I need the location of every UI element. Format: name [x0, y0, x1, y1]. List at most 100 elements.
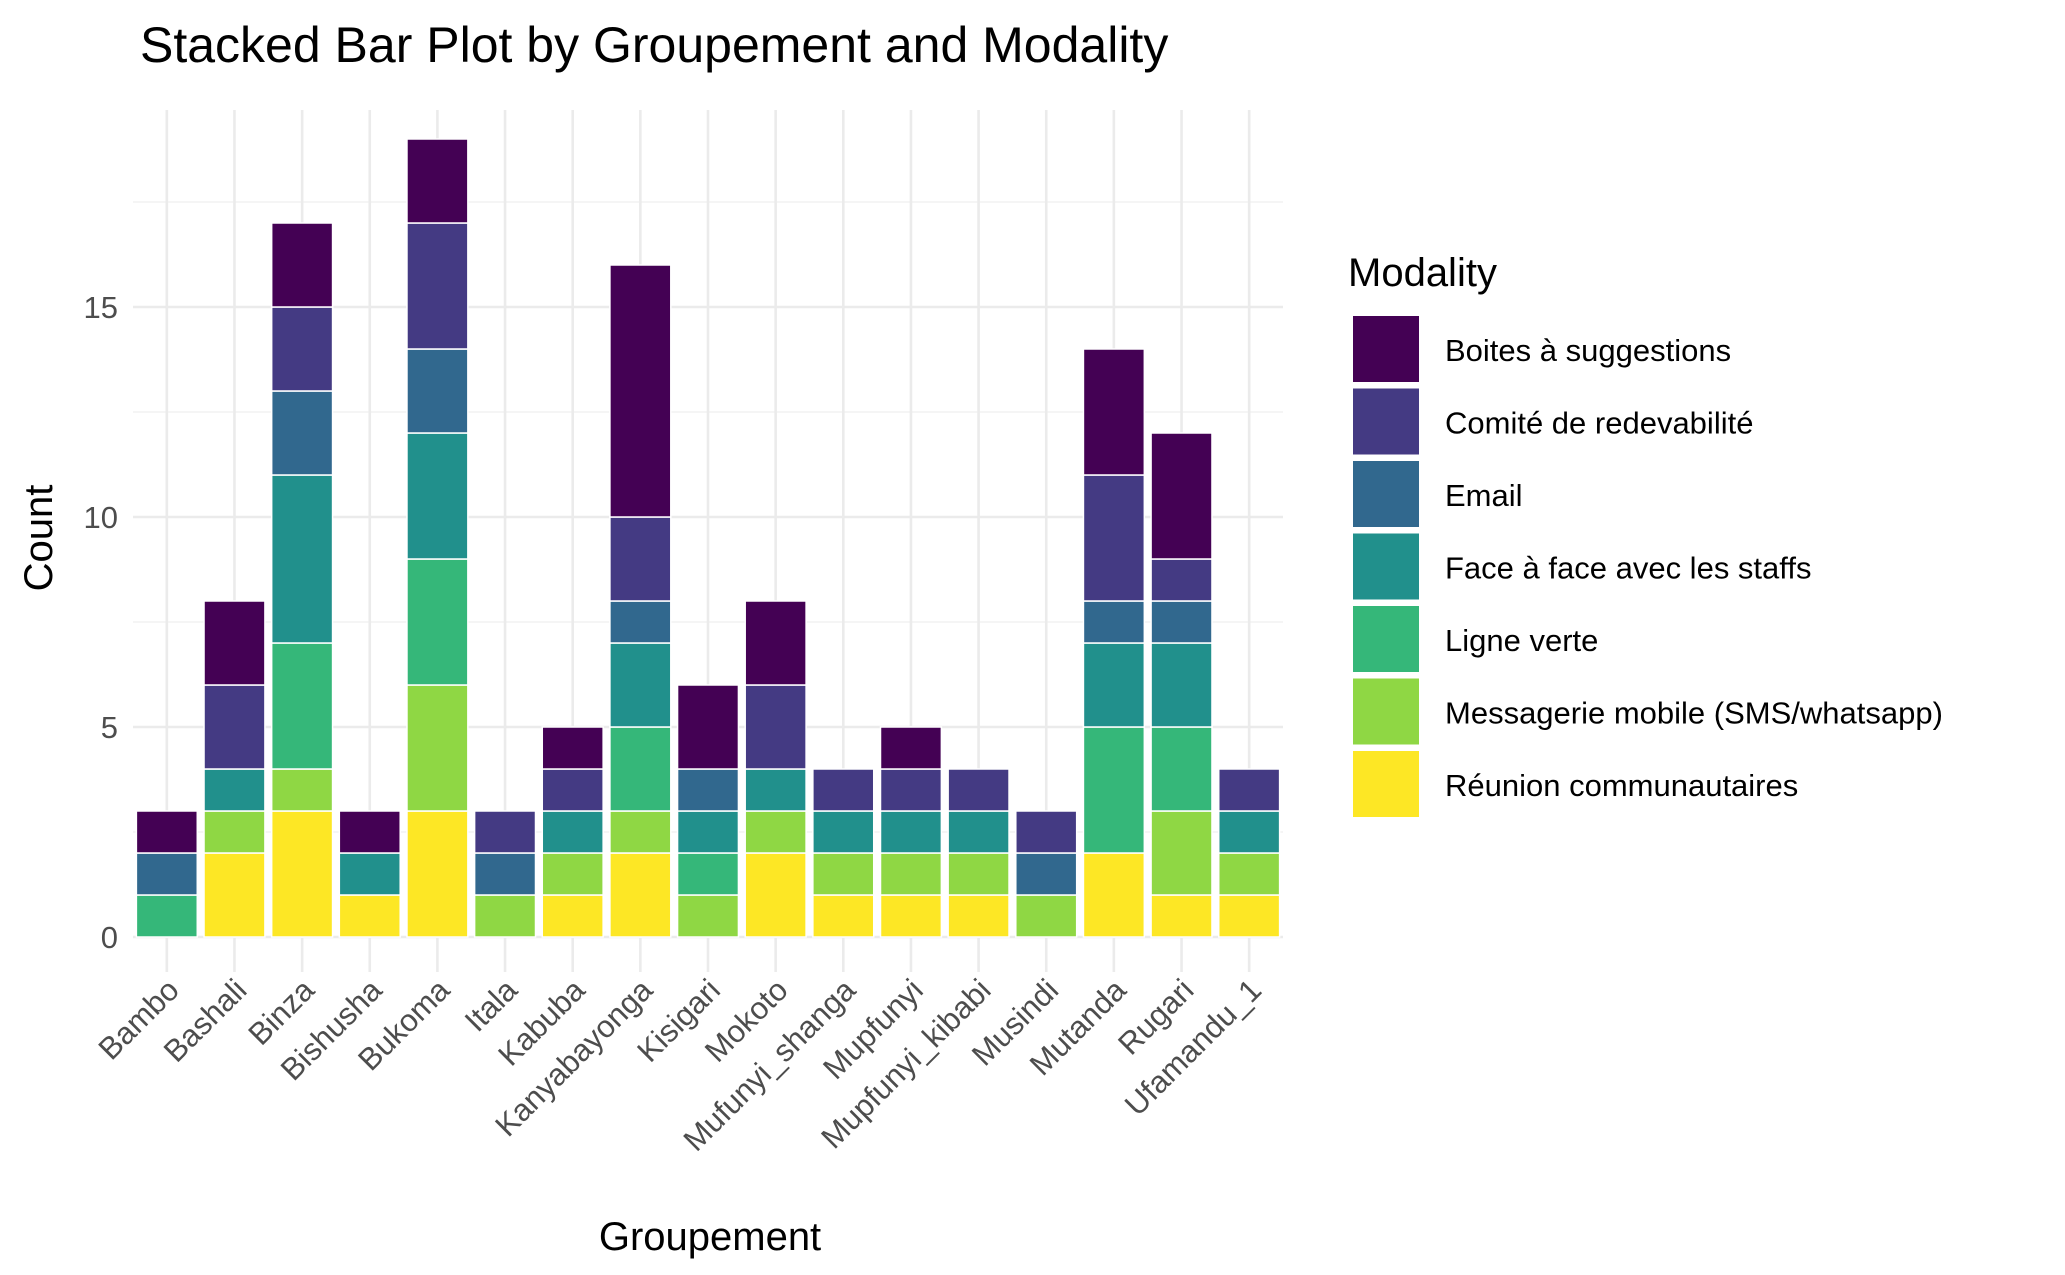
bar-segment [676, 684, 740, 770]
bar-segment [203, 768, 266, 812]
bar-segment [270, 768, 334, 812]
legend-key [1353, 751, 1419, 817]
bar-segment [270, 474, 334, 644]
legend-label: Ligne verte [1445, 623, 1598, 658]
bar-segment [541, 768, 604, 812]
bar-segment [947, 852, 1010, 896]
legend-key [1353, 461, 1419, 527]
bar-segment [135, 894, 199, 938]
legend-title: Modality [1348, 251, 1497, 295]
x-axis-title: Groupement [599, 1215, 821, 1259]
bar-segment [1217, 768, 1281, 812]
bar-segment [879, 852, 943, 896]
bar-segment [270, 306, 334, 392]
legend-key [1353, 533, 1419, 600]
bar-segment [270, 222, 334, 308]
bar-segment [744, 852, 807, 938]
bar-segment [1082, 642, 1146, 728]
bar-segment [541, 726, 604, 770]
bar-segment [676, 852, 740, 896]
bar-segment [406, 810, 469, 938]
bar-segment [879, 894, 943, 938]
bar-segment [541, 810, 604, 854]
legend-label: Réunion communautaires [1445, 768, 1798, 803]
legend-key [1353, 606, 1419, 672]
legend-label: Boites à suggestions [1445, 333, 1731, 368]
bar-segment [1150, 810, 1213, 896]
legend-key [1353, 316, 1419, 382]
legend-label: Comité de redevabilité [1445, 406, 1753, 441]
bar-segment [744, 768, 807, 812]
bar-segment [1150, 558, 1213, 602]
bar-segment [406, 684, 469, 812]
y-axis-title: Count [17, 485, 61, 592]
bar-segment [1217, 852, 1281, 896]
bar-segment [947, 810, 1010, 854]
bar-segment [609, 264, 672, 518]
bar-segment [1150, 894, 1213, 938]
bar-segment [947, 768, 1010, 812]
chart-title: Stacked Bar Plot by Groupement and Modal… [140, 17, 1168, 73]
y-tick-label: 0 [101, 920, 118, 955]
bar-segment [1082, 726, 1146, 854]
bar-segment [203, 852, 266, 938]
bar-segment [1082, 474, 1146, 602]
bar-segment [879, 768, 943, 812]
bar-segment [1015, 852, 1078, 896]
bar-segment [1150, 642, 1213, 728]
bar-segment [609, 810, 672, 854]
bar-segment [203, 600, 266, 686]
bar-segment [473, 852, 537, 896]
bar-segment [270, 642, 334, 770]
bar-segment [1217, 810, 1281, 854]
bar-segment [203, 810, 266, 854]
bar-segment [135, 810, 199, 854]
bar-segment [609, 516, 672, 602]
bar-segment [812, 768, 875, 812]
bar-segment [609, 642, 672, 728]
bar-segment [1150, 600, 1213, 644]
legend-label: Face à face avec les staffs [1445, 551, 1811, 586]
legend-key [1353, 388, 1419, 455]
bar-segment [1082, 348, 1146, 476]
bar-segment [338, 810, 401, 854]
y-tick-label: 10 [84, 500, 118, 535]
y-tick-label: 5 [101, 710, 118, 745]
bar-segment [744, 684, 807, 770]
bar-segment [744, 600, 807, 686]
legend-key [1353, 678, 1419, 745]
bar-segment [609, 852, 672, 938]
bars [135, 138, 1281, 938]
bar-segment [338, 894, 401, 938]
bar-segment [1217, 894, 1281, 938]
bar-segment [676, 810, 740, 854]
bar-segment [879, 726, 943, 770]
legend-label: Messagerie mobile (SMS/whatsapp) [1445, 696, 1943, 731]
bar-segment [406, 348, 469, 434]
legend: Modality Boites à suggestions Comité de r… [1348, 251, 1943, 817]
bar-segment [473, 894, 537, 938]
bar-segment [676, 768, 740, 812]
bar-segment [609, 726, 672, 812]
bar-segment [1082, 600, 1146, 644]
bar-segment [270, 810, 334, 938]
y-tick-label: 15 [84, 290, 118, 325]
bar-segment [947, 894, 1010, 938]
bar-segment [406, 432, 469, 560]
bar-segment [812, 852, 875, 896]
bar-segment [744, 810, 807, 854]
bar-segment [338, 852, 401, 896]
bar-segment [1015, 810, 1078, 854]
bar-segment [406, 222, 469, 350]
bar-segment [609, 600, 672, 644]
bar-segment [812, 810, 875, 854]
bar-segment [541, 852, 604, 896]
bar-segment [1015, 894, 1078, 938]
bar-segment [1082, 852, 1146, 938]
bar-segment [406, 558, 469, 686]
bar-segment [203, 684, 266, 770]
bar-segment [1150, 726, 1213, 812]
bar-segment [135, 852, 199, 896]
